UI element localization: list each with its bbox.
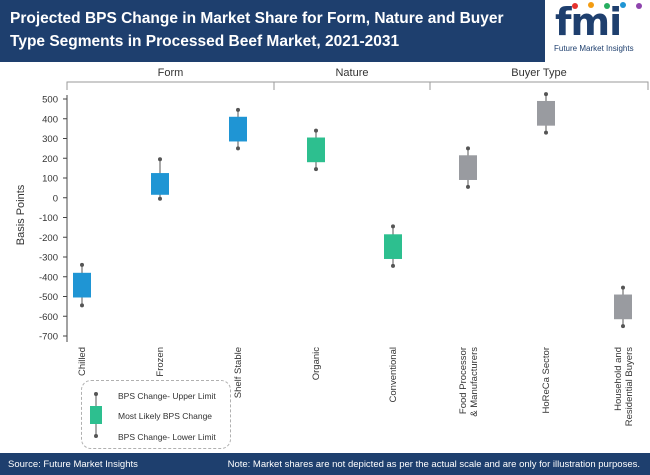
- legend: BPS Change- Upper Limit Most Likely BPS …: [81, 380, 231, 449]
- lower-limit-point-5: [466, 184, 470, 189]
- x-axis-labels: Chilled Frozen Shelf Stable Organic Conventi…: [77, 347, 635, 426]
- y-axis-label: Basis Points: [15, 184, 27, 245]
- group-bracket-0: [66, 81, 275, 90]
- group-label-0: Form: [158, 67, 184, 79]
- y-tick-label-7: -200: [39, 233, 58, 244]
- y-tick-label-1: 400: [42, 114, 58, 125]
- upper-limit-point-3: [314, 128, 318, 133]
- x-tick-label-6: HoReCa Sector: [541, 347, 552, 414]
- y-tick-label-9: -400: [39, 272, 58, 283]
- x-tick-label-line-0-0: Chilled: [77, 347, 88, 376]
- upper-limit-point-1: [158, 157, 162, 162]
- note-text: Note: Market shares are not depicted as …: [227, 459, 640, 470]
- legend-most-likely: Most Likely BPS Change: [118, 411, 213, 421]
- y-tick-label-0: 500: [42, 95, 58, 106]
- x-tick-label-line-6-0: HoReCa Sector: [541, 347, 552, 414]
- box-7: [614, 294, 632, 320]
- upper-limit-point-7: [621, 285, 625, 290]
- lower-limit-point-7: [621, 324, 625, 329]
- lower-limit-point-2: [236, 146, 240, 151]
- lower-limit-point-0: [80, 303, 84, 308]
- logo-subtitle: Future Market Insights: [554, 44, 634, 53]
- source-text: Source: Future Market Insights: [8, 459, 138, 470]
- box-2: [229, 116, 247, 142]
- y-tick-label-12: -700: [39, 332, 58, 343]
- group-bracket-1: [273, 81, 431, 90]
- box-chart: Form Nature Buyer Type 500 400 300 200 100 0 -10…: [15, 67, 649, 426]
- y-tick-label-6: -100: [39, 213, 58, 224]
- boxes: [73, 92, 632, 329]
- legend-marker-icon: [90, 392, 102, 438]
- x-tick-label-line-5-1: & Manufacturers: [469, 347, 480, 417]
- upper-limit-point-2: [236, 107, 240, 112]
- box-4: [384, 234, 402, 259]
- x-tick-label-line-4-0: Conventional: [388, 347, 399, 402]
- x-tick-label-line-1-0: Frozen: [155, 347, 166, 377]
- box-3: [307, 137, 325, 163]
- fmi-logo: fmi Future Market Insights: [545, 0, 650, 62]
- footer-bar: Source: Future Market Insights Note: Mar…: [0, 453, 650, 475]
- box-6: [537, 100, 555, 126]
- group-headers: Form Nature Buyer Type: [66, 67, 649, 90]
- logo-wordmark: fmi: [555, 0, 622, 44]
- upper-limit-point-5: [466, 146, 470, 151]
- group-label-2: Buyer Type: [511, 67, 566, 79]
- x-tick-label-line-3-0: Organic: [311, 347, 322, 381]
- y-tick-label-2: 300: [42, 134, 58, 145]
- x-tick-label-0: Chilled: [77, 347, 88, 376]
- upper-limit-point-6: [544, 92, 548, 97]
- y-tick-label-4: 100: [42, 174, 58, 185]
- logo-dots-icon: [572, 2, 642, 9]
- header-banner: Projected BPS Change in Market Share for…: [0, 0, 650, 62]
- x-tick-label-4: Conventional: [388, 347, 399, 402]
- x-tick-label-3: Organic: [311, 347, 322, 381]
- box-1: [151, 173, 169, 195]
- y-tick-label-8: -300: [39, 253, 58, 264]
- x-tick-label-7: Household andResidential Buyers: [613, 347, 635, 426]
- y-tick-label-11: -600: [39, 312, 58, 323]
- y-tick-label-5: 0: [53, 193, 58, 204]
- x-tick-label-1: Frozen: [155, 347, 166, 377]
- group-bracket-2: [429, 81, 649, 90]
- box-5: [459, 155, 477, 180]
- lower-limit-point-6: [544, 130, 548, 135]
- group-label-1: Nature: [335, 67, 368, 79]
- x-tick-label-line-5-0: Food Processor: [458, 347, 469, 414]
- x-tick-label-line-7-1: Residential Buyers: [624, 347, 635, 426]
- y-tick-label-10: -500: [39, 292, 58, 303]
- box-0: [73, 272, 91, 298]
- lower-limit-point-3: [314, 167, 318, 172]
- legend-lower-limit: BPS Change- Lower Limit: [118, 432, 216, 442]
- upper-limit-point-0: [80, 262, 84, 267]
- lower-limit-point-4: [391, 263, 395, 268]
- legend-upper-limit: BPS Change- Upper Limit: [118, 391, 216, 401]
- y-tick-label-3: 200: [42, 154, 58, 165]
- x-tick-label-5: Food Processor& Manufacturers: [458, 347, 480, 417]
- upper-limit-point-4: [391, 224, 395, 229]
- x-tick-label-2: Shelf Stable: [233, 347, 244, 398]
- lower-limit-point-1: [158, 196, 162, 201]
- chart-title: Projected BPS Change in Market Share for…: [10, 10, 504, 50]
- x-tick-label-line-2-0: Shelf Stable: [233, 347, 244, 398]
- x-tick-label-line-7-0: Household and: [613, 347, 624, 411]
- y-axis: 500 400 300 200 100 0 -100 -200 -300 -400 -500 -600…: [39, 95, 68, 343]
